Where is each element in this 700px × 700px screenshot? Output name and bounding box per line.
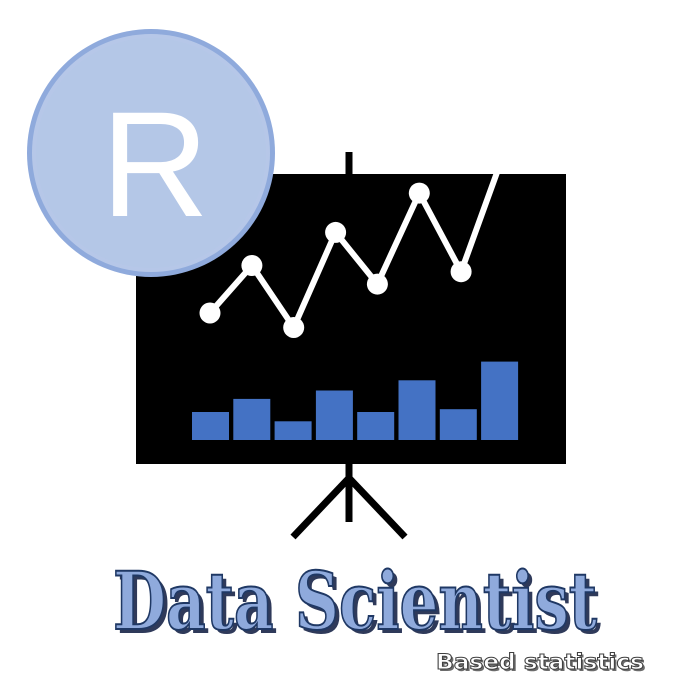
line-point-8 [492,145,514,167]
bar-5 [357,412,395,440]
line-point-6 [408,182,430,204]
line-chart-icon [199,145,514,338]
title-shadow: Data Scientist [117,558,601,652]
stand-left-leg [290,475,352,540]
stand-right-leg [346,475,408,540]
line-point-3 [283,317,305,338]
bar-4 [315,390,353,440]
line-point-7 [450,261,472,283]
bar-chart-icon [192,361,519,440]
bar-8 [481,361,519,440]
subtitle-shadow: Based statistics [438,652,646,676]
bar-7 [439,409,477,440]
tripod-stand-icon [290,152,408,540]
title-group: Data Scientist Data Scientist [112,553,601,652]
line-point-1 [199,302,221,324]
subtitle: Based statistics [436,650,644,674]
line-point-2 [241,255,263,276]
badge-disc [36,38,266,268]
r-logo-badge-icon: R [27,29,275,277]
logo-letter: R [101,80,209,248]
title: Data Scientist [113,554,597,648]
bar-2 [233,398,271,440]
bar-1 [192,412,229,440]
line-point-5 [366,273,388,295]
line-series [207,154,506,334]
line-point-4 [325,221,347,243]
subtitle-group: Based statistics Based statistics [436,650,647,677]
bar-3 [274,421,312,440]
bar-6 [398,380,436,440]
